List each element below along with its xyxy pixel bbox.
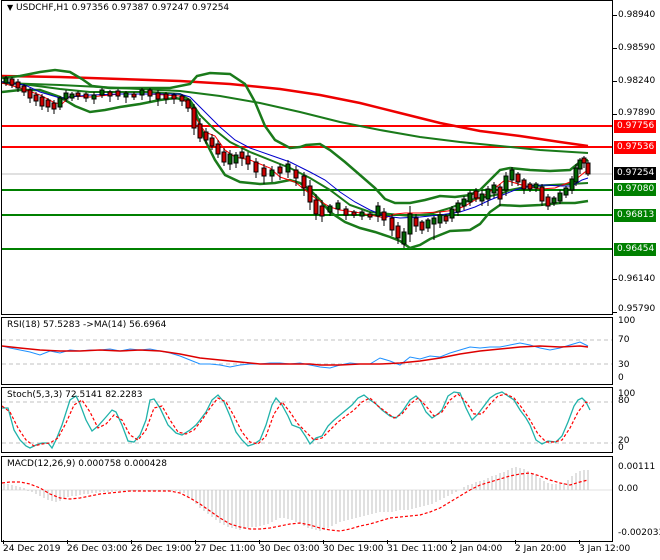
current-price-tag: 0.97254 — [614, 167, 656, 180]
resistance-tag-2: 0.97536 — [614, 141, 656, 154]
support-tag-2: 0.96813 — [614, 209, 656, 222]
stoch-signal-line — [1, 393, 591, 447]
price-label-1: 0.98590 — [618, 43, 656, 53]
price-label-5: 0.95790 — [618, 304, 656, 314]
time-tick — [387, 540, 388, 544]
time-tick — [451, 540, 452, 544]
symbol-info: ▼ USDCHF,H1 0.97356 0.97387 0.97247 0.97… — [7, 3, 229, 13]
price-label-4: 0.96140 — [618, 274, 656, 284]
time-tick — [323, 540, 324, 544]
time-label-7: 2 Jan 04:00 — [451, 544, 503, 554]
time-label-9: 3 Jan 12:00 — [579, 544, 631, 554]
time-label-3: 27 Dec 11:00 — [195, 544, 256, 554]
rsi-axis-70: 70 — [618, 335, 630, 345]
price-tick — [613, 114, 617, 115]
time-label-0: 24 Dec 2019 — [3, 544, 61, 554]
macd-axis-min: -0.002033 — [618, 528, 660, 538]
slow-ma-blue — [1, 81, 589, 219]
support-tag-3: 0.96454 — [614, 243, 656, 256]
rsi-axis-0: 0 — [618, 373, 624, 383]
stoch-axis-80: 80 — [618, 396, 630, 406]
time-label-4: 30 Dec 03:00 — [259, 544, 320, 554]
rsi-panel[interactable]: RSI(18) 57.5283 ->MA(14) 56.6964 — [1, 317, 613, 385]
price-label-3: 0.97890 — [618, 108, 656, 118]
macd-axis-zero: 0.00 — [618, 484, 639, 494]
stoch-title: Stoch(5,3,3) 72.5141 82.2283 — [7, 390, 143, 400]
stoch-axis-20: 20 — [618, 436, 630, 446]
rsi-title: RSI(18) 57.5283 ->MA(14) 56.6964 — [7, 320, 167, 330]
price-tick — [613, 48, 617, 49]
time-label-5: 30 Dec 19:00 — [323, 544, 384, 554]
support-tag-1: 0.97080 — [614, 183, 656, 196]
macd-axis-max: 0.00111 — [618, 462, 656, 472]
macd-histogram — [3, 467, 589, 531]
price-tick — [613, 279, 617, 280]
time-label-6: 31 Dec 11:00 — [387, 544, 448, 554]
time-tick — [67, 540, 68, 544]
resistance-tag-1: 0.97756 — [614, 120, 656, 133]
collapse-triangle-icon[interactable]: ▼ — [7, 3, 14, 12]
macd-title: MACD(12,26,9) 0.000758 0.000428 — [7, 459, 167, 469]
stoch-axis-100: 100 — [618, 389, 636, 399]
time-label-8: 2 Jan 20:00 — [515, 544, 567, 554]
price-label-2: 0.98240 — [618, 76, 656, 86]
time-label-1: 26 Dec 03:00 — [67, 544, 128, 554]
bollinger-upper — [1, 68, 589, 205]
time-tick — [259, 540, 260, 544]
rsi-ma-line — [1, 345, 589, 366]
long-ma-green — [1, 82, 589, 154]
time-tick — [3, 540, 4, 544]
symbol-ohlc-label: USDCHF,H1 0.97356 0.97387 0.97247 0.9725… — [16, 3, 230, 13]
stoch-axis-0: 0 — [618, 443, 624, 453]
stochastic-panel[interactable]: Stoch(5,3,3) 72.5141 82.2283 — [1, 387, 613, 453]
candlesticks — [3, 76, 591, 248]
time-label-2: 26 Dec 19:00 — [131, 544, 192, 554]
price-chart-panel[interactable]: ▼ USDCHF,H1 0.97356 0.97387 0.97247 0.97… — [1, 0, 613, 315]
macd-signal-line — [1, 472, 589, 532]
price-tick — [613, 312, 617, 313]
time-tick — [579, 540, 580, 544]
price-tick — [613, 15, 617, 16]
price-tick — [613, 81, 617, 82]
long-ma-red — [1, 74, 589, 148]
time-tick — [131, 540, 132, 544]
rsi-axis-30: 30 — [618, 360, 630, 370]
time-tick — [195, 540, 196, 544]
rsi-axis-100: 100 — [618, 316, 636, 326]
price-label-0: 0.98940 — [618, 10, 656, 20]
time-tick — [515, 540, 516, 544]
macd-panel[interactable]: MACD(12,26,9) 0.000758 0.000428 — [1, 456, 613, 542]
